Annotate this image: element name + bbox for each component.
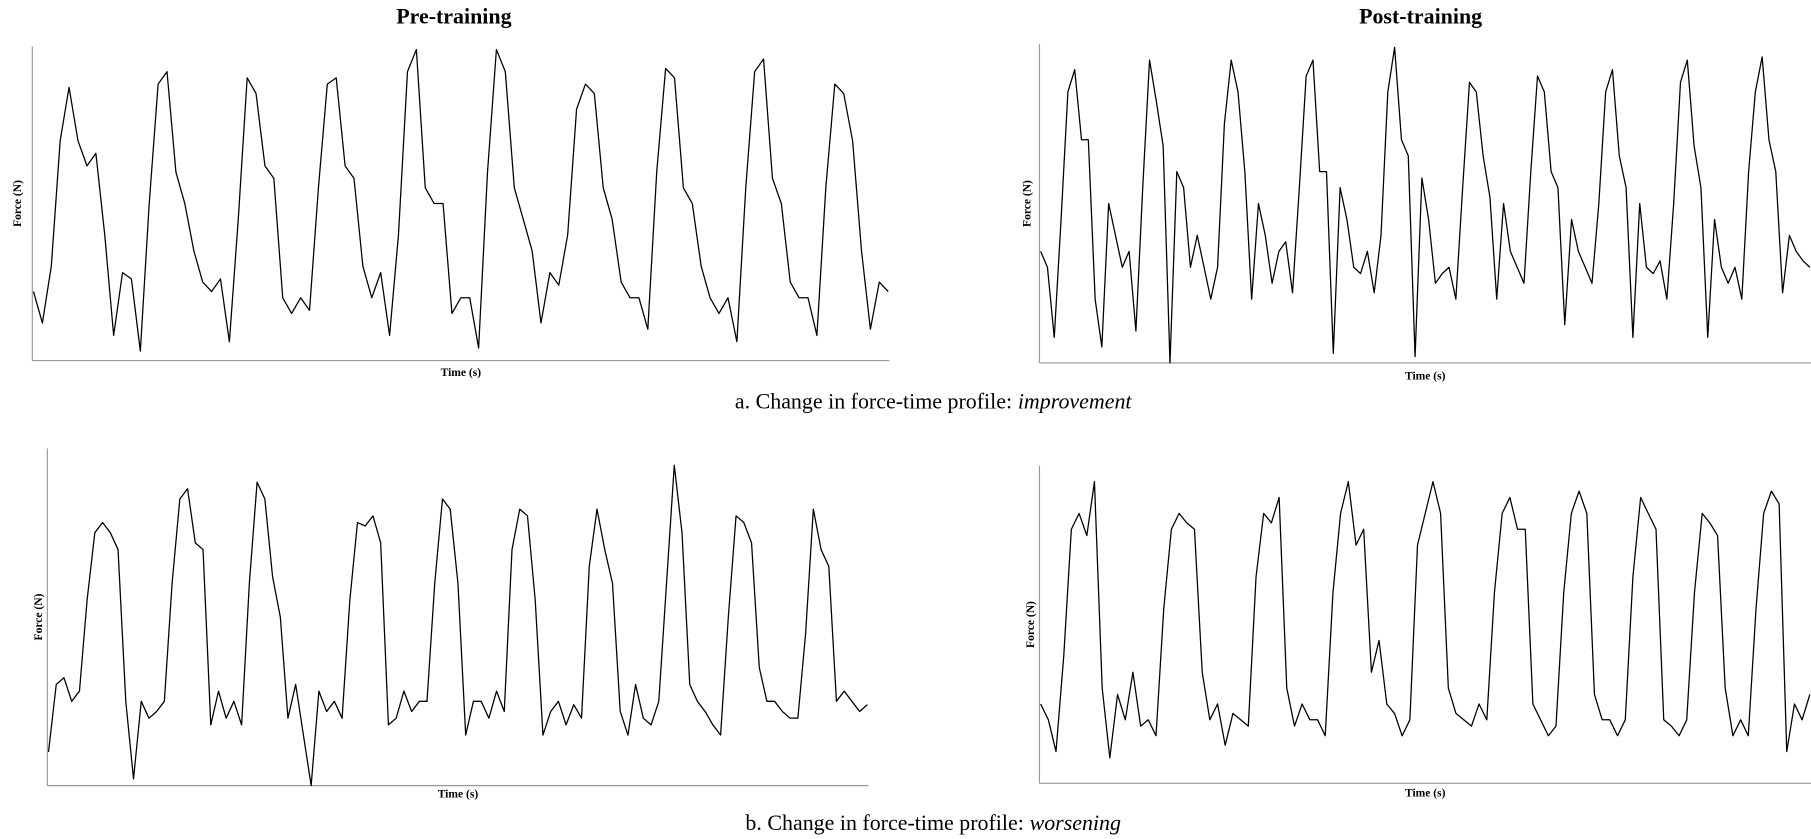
force-line [1040,481,1811,759]
y-axis-label: Force (N) [1025,601,1037,648]
y-axis-label: Force (N) [1022,180,1034,227]
caption-emphasis: worsening [1030,810,1121,835]
caption-text: a. Change in force-time profile: [735,388,1012,413]
y-axis-label: Force (N) [12,180,24,227]
x-axis-label: Time (s) [1405,370,1446,382]
caption-text: b. Change in force-time profile: [745,810,1023,835]
caption: b. Change in force-time profile: worsenin… [745,810,1121,835]
x-axis-label: Time (s) [438,789,479,801]
y-axis-label: Force (N) [33,593,45,640]
force-line [1040,46,1811,364]
chart-title: Pre-training [396,4,511,29]
chart-title: Post-training [1359,4,1482,29]
force-line [32,48,889,352]
x-axis-label: Time (s) [441,367,482,379]
x-axis-label: Time (s) [1405,787,1446,799]
caption: a. Change in force-time profile: improvem… [735,388,1133,413]
force-line [47,464,868,787]
caption-emphasis: improvement [1018,388,1133,413]
